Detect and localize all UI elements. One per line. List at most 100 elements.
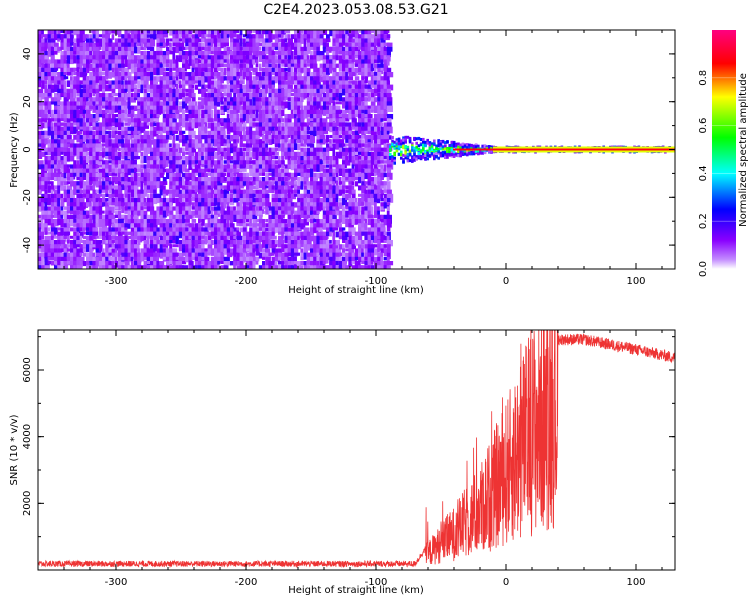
heatmap-cell: [127, 130, 132, 134]
heatmap-cell: [242, 244, 250, 250]
heatmap-cell: [50, 244, 57, 251]
heatmap-cell: [329, 135, 335, 139]
heatmap-cell: [217, 84, 223, 92]
heatmap-cell: [172, 42, 177, 47]
heatmap-cell: [290, 76, 297, 81]
heatmap-cell: [207, 114, 213, 120]
heatmap-cell: [210, 122, 216, 131]
heatmap-cell: [54, 244, 61, 249]
heatmap-cell: [239, 114, 244, 122]
heatmap-cell: [182, 76, 187, 85]
heatmap-cell: [54, 101, 60, 108]
heatmap-cell: [95, 88, 100, 94]
heatmap-cell: [111, 80, 117, 86]
heatmap-cell: [108, 30, 114, 34]
heatmap-cell: [175, 189, 181, 196]
heatmap-cell: [332, 72, 338, 81]
heatmap-cell: [108, 219, 114, 224]
heatmap-cell: [86, 231, 90, 235]
heatmap-cell: [194, 252, 199, 259]
heatmap-cell: [172, 80, 178, 87]
heatmap-cell: [178, 164, 183, 173]
heatmap-cell: [351, 168, 355, 174]
heatmap-cell: [47, 76, 52, 85]
heatmap-cell: [329, 46, 334, 52]
heatmap-cell: [306, 185, 311, 189]
heatmap-cell: [60, 206, 64, 211]
heatmap-cell: [63, 139, 67, 145]
heatmap-cell: [105, 34, 110, 40]
heatmap-cell: [233, 227, 239, 236]
heatmap-cell: [66, 231, 71, 236]
heatmap-cell: [316, 93, 323, 100]
heatmap-cell: [268, 139, 273, 145]
heatmap-cell: [66, 164, 71, 168]
heatmap-cell: [310, 261, 316, 268]
heatmap-cell: [316, 114, 320, 118]
heatmap-cell: [86, 55, 92, 62]
heatmap-cell: [335, 42, 342, 47]
heatmap-cell: [143, 156, 147, 164]
heatmap-cell: [278, 181, 282, 186]
heatmap-cell: [188, 51, 195, 58]
heatmap-cell: [95, 143, 100, 148]
heatmap-cell: [162, 168, 169, 173]
heatmap-cell: [172, 72, 176, 78]
heatmap-cell: [105, 244, 110, 251]
heatmap-cell: [127, 88, 131, 98]
heatmap-cell: [214, 126, 219, 133]
heatmap-cell: [38, 151, 44, 157]
heatmap-cell: [175, 151, 182, 160]
heatmap-cell: [66, 252, 71, 259]
heatmap-cell: [82, 156, 88, 164]
heatmap-cell: [60, 235, 67, 242]
heatmap-cell: [73, 265, 76, 269]
heatmap-cell: [44, 114, 51, 120]
heatmap-cell: [79, 202, 85, 209]
heatmap-cell: [300, 76, 304, 82]
heatmap-cell: [130, 109, 135, 118]
heatmap-cell: [284, 135, 289, 143]
heatmap-cell: [329, 88, 335, 93]
heatmap-cell: [351, 114, 356, 118]
heatmap-cell: [95, 156, 99, 164]
heatmap-cell: [332, 172, 336, 180]
heatmap-cell: [38, 164, 44, 170]
heatmap-cell: [118, 177, 122, 181]
heatmap-cell: [329, 93, 336, 98]
heatmap-cell: [38, 130, 43, 140]
heatmap-cell: [182, 265, 189, 269]
heatmap-cell: [271, 151, 277, 156]
heatmap-cell: [182, 105, 187, 109]
heatmap-cell: [47, 109, 51, 117]
heatmap-cell: [153, 185, 157, 194]
heatmap-cell: [284, 156, 288, 160]
heatmap-cell: [124, 139, 131, 147]
heatmap-cell: [300, 46, 304, 53]
heatmap-cell: [175, 97, 179, 103]
heatmap-cell: [89, 244, 94, 252]
heatmap-cell: [332, 126, 336, 133]
heatmap-cell: [54, 105, 59, 113]
heatmap-cell: [198, 193, 203, 199]
heatmap-cell: [134, 240, 137, 245]
heatmap-cell: [214, 160, 220, 165]
heatmap-cell: [306, 135, 313, 141]
heatmap-cell: [214, 181, 217, 188]
heatmap-cell: [303, 168, 308, 173]
heatmap-cell: [265, 101, 270, 109]
heatmap-cell: [150, 231, 154, 239]
heatmap-cell: [300, 240, 306, 245]
heatmap-cell: [41, 172, 45, 182]
heatmap-cell: [118, 118, 122, 126]
heatmap-cell: [329, 143, 334, 147]
heatmap-cell: [223, 198, 228, 205]
heatmap-cell: [140, 248, 145, 257]
heatmap-cell: [319, 206, 324, 211]
heatmap-cell: [338, 235, 344, 240]
heatmap-cell: [236, 105, 241, 111]
heatmap-cell: [342, 51, 348, 60]
heatmap-cell: [41, 181, 47, 185]
heatmap-cell: [220, 227, 226, 235]
